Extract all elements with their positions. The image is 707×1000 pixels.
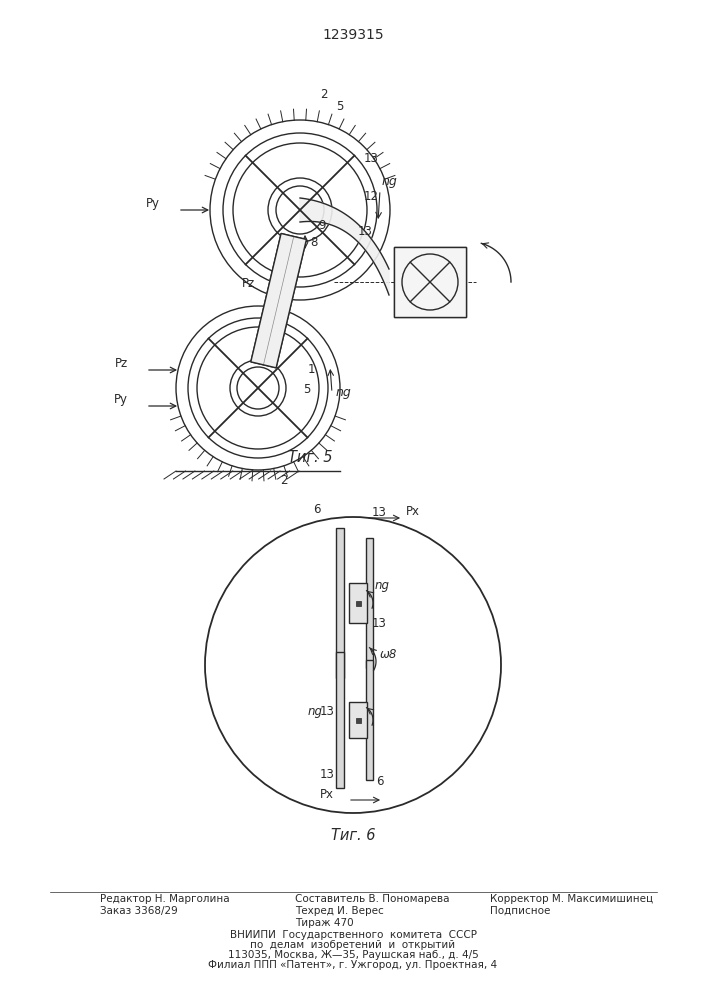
Text: Техред И. Верес: Техред И. Верес [295, 906, 384, 916]
Bar [356, 600, 361, 605]
Bar [349, 583, 367, 623]
Text: Py: Py [146, 197, 160, 210]
Text: Px: Px [406, 505, 420, 518]
Bar [366, 538, 373, 668]
Text: 13: 13 [372, 617, 387, 630]
Polygon shape [251, 233, 306, 368]
Text: 5: 5 [303, 383, 310, 396]
Text: 2: 2 [320, 88, 327, 101]
Text: 13: 13 [364, 152, 379, 165]
Text: Редактор Н. Марголина: Редактор Н. Марголина [100, 894, 230, 904]
Text: Τиг. 5: Τиг. 5 [288, 450, 332, 465]
Text: Τиг. 6: Τиг. 6 [331, 828, 375, 843]
Polygon shape [251, 233, 306, 368]
Text: Филиал ППП «Патент», г. Ужгород, ул. Проектная, 4: Филиал ППП «Патент», г. Ужгород, ул. Про… [209, 960, 498, 970]
Text: 6: 6 [376, 775, 383, 788]
Text: Подписное: Подписное [490, 906, 550, 916]
Text: Px: Px [320, 788, 334, 801]
Text: ng: ng [336, 386, 352, 399]
Text: Py: Py [114, 393, 128, 406]
Text: 13: 13 [372, 506, 387, 519]
Text: 13: 13 [358, 225, 373, 238]
Bar [366, 660, 373, 780]
Text: Корректор М. Максимишинец: Корректор М. Максимишинец [490, 894, 653, 904]
Bar [336, 652, 344, 788]
Text: 8: 8 [310, 236, 317, 249]
Text: 13: 13 [320, 705, 335, 718]
Text: 6: 6 [313, 503, 320, 516]
Text: 113035, Москва, Ж—35, Раушская наб., д. 4/5: 113035, Москва, Ж—35, Раушская наб., д. … [228, 950, 479, 960]
Text: ng: ng [308, 705, 323, 718]
Text: ω8: ω8 [380, 648, 397, 662]
Text: 9: 9 [318, 219, 325, 232]
Text: по  делам  изобретений  и  открытий: по делам изобретений и открытий [250, 940, 455, 950]
Text: 2: 2 [280, 474, 288, 487]
Text: Составитель В. Пономарева: Составитель В. Пономарева [295, 894, 450, 904]
Bar [356, 718, 361, 722]
Bar [349, 702, 367, 738]
Text: 13: 13 [320, 768, 335, 781]
Text: Pz: Pz [242, 277, 255, 290]
Bar [394, 247, 466, 317]
Text: ng: ng [375, 579, 390, 592]
Text: 5: 5 [336, 100, 344, 113]
Text: ВНИИПИ  Государственного  комитета  СССР: ВНИИПИ Государственного комитета СССР [230, 930, 477, 940]
Polygon shape [300, 198, 389, 295]
Bar [336, 528, 344, 678]
Text: Тираж 470: Тираж 470 [295, 918, 354, 928]
Text: Pz: Pz [115, 357, 128, 370]
Bar [394, 247, 466, 317]
Text: 12: 12 [364, 190, 379, 203]
Text: ng: ng [382, 175, 398, 188]
Text: 1239315: 1239315 [322, 28, 384, 42]
Text: Заказ 3368/29: Заказ 3368/29 [100, 906, 177, 916]
Text: 1: 1 [308, 363, 315, 376]
